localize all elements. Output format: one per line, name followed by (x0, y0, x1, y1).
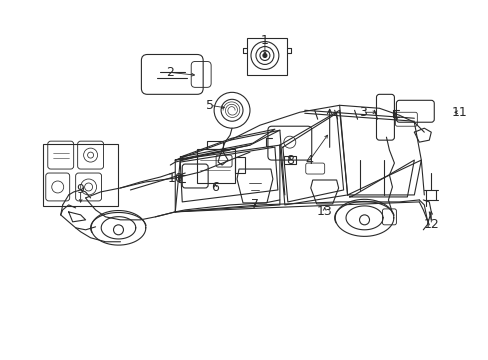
Text: 6: 6 (211, 181, 219, 194)
Text: 8: 8 (285, 154, 293, 167)
Text: 5: 5 (206, 99, 214, 112)
Text: 2: 2 (166, 66, 174, 79)
Circle shape (263, 54, 266, 58)
Text: 12: 12 (423, 218, 438, 231)
Text: 4: 4 (305, 154, 313, 167)
Bar (207, 141, 223, 149)
Text: 3: 3 (358, 106, 366, 119)
Text: 10: 10 (167, 171, 183, 185)
Text: 9: 9 (77, 184, 84, 197)
Text: 13: 13 (316, 205, 332, 219)
Bar (197, 149, 235, 183)
Text: 7: 7 (250, 198, 259, 211)
Text: 11: 11 (450, 106, 466, 119)
Bar (235, 157, 244, 173)
Bar (246, 37, 286, 75)
Text: 1: 1 (261, 34, 268, 47)
Bar (283, 156, 295, 164)
Bar (42, 144, 118, 206)
